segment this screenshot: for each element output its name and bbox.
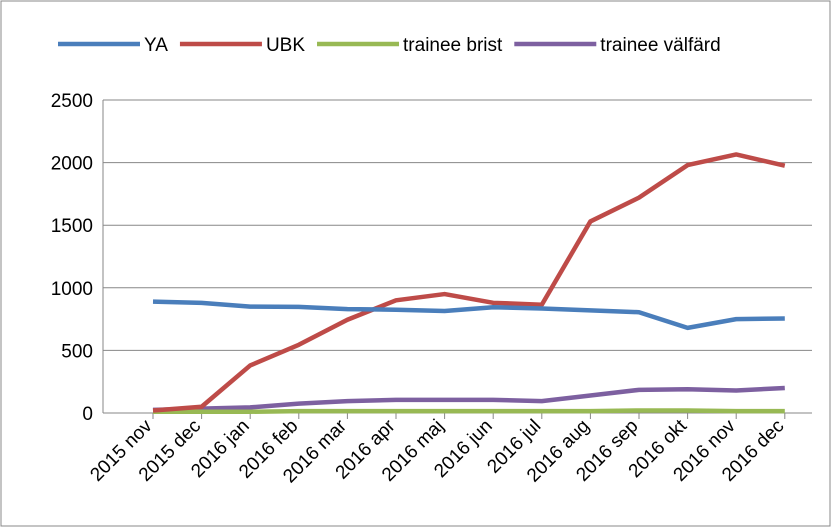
- y-tick-label: 1500: [51, 216, 93, 237]
- series-line: [152, 152, 786, 413]
- y-tick-label: 0: [82, 404, 93, 425]
- y-tick-label: 2500: [51, 91, 93, 112]
- series-line: [152, 385, 785, 413]
- legend-label: trainee välfärd: [600, 35, 720, 56]
- legend-label: YA: [144, 35, 168, 56]
- legend-label: UBK: [266, 35, 305, 56]
- legend-label: trainee brist: [403, 35, 503, 56]
- y-tick-label: 2000: [51, 154, 93, 175]
- y-tick-label: 1000: [51, 279, 93, 300]
- y-tick-label: 500: [61, 341, 93, 362]
- series-line: [152, 299, 785, 331]
- series-line: [153, 408, 785, 414]
